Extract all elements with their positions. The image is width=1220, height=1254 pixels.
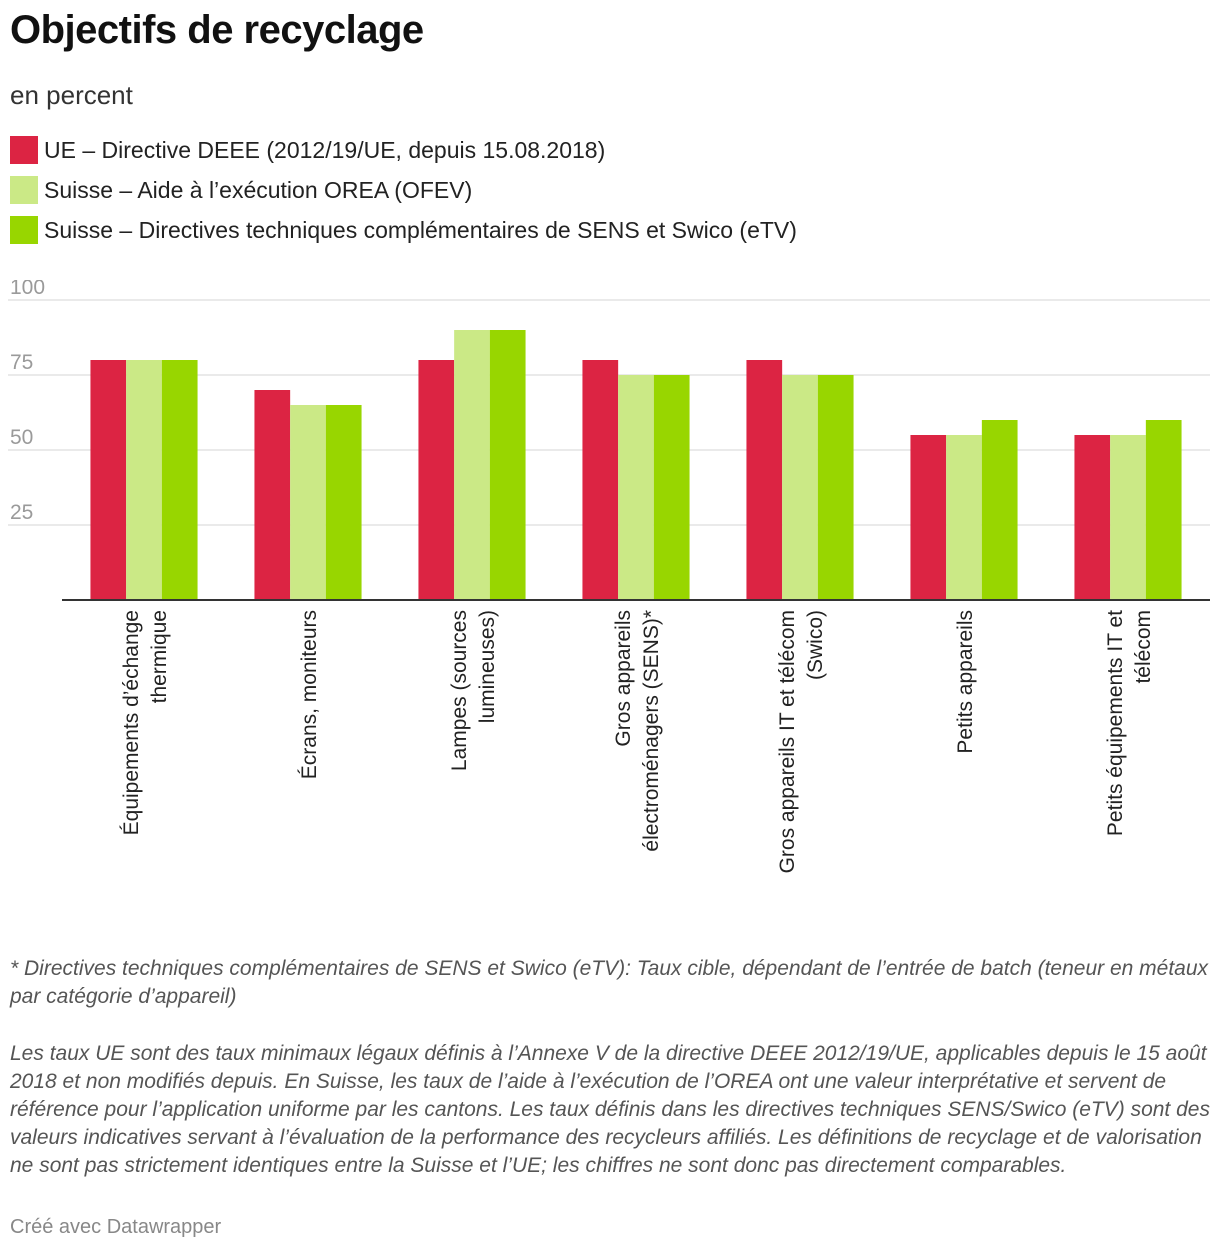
x-category-label: télécom [1132, 610, 1155, 684]
legend-item-etv: Suisse – Directives techniques complémen… [10, 215, 797, 245]
bar [489, 330, 526, 600]
bar [126, 360, 162, 600]
x-category-label: Lampes (sources [448, 610, 471, 771]
y-tick-label: 100 [10, 280, 45, 299]
legend-swatch-orea [10, 176, 38, 204]
credit-text: Créé avec Datawrapper [10, 1216, 222, 1238]
chart-subtitle: en percent [10, 80, 133, 110]
y-tick-label: 75 [10, 351, 33, 374]
bar [582, 360, 619, 600]
y-tick-label: 50 [10, 426, 33, 449]
bar [817, 375, 854, 600]
bar [254, 390, 291, 600]
x-category-label: électroménagers (SENS)* [640, 610, 663, 852]
bar [946, 435, 982, 600]
x-category-label: Équipements d’échange [120, 610, 143, 835]
bar [161, 360, 198, 600]
x-category-label: Petits équipements IT et [1104, 610, 1127, 836]
bar [90, 360, 127, 600]
legend-item-orea: Suisse – Aide à l’exécution OREA (OFEV) [10, 175, 472, 205]
chart-title: Objectifs de recyclage [10, 8, 424, 52]
legend-label-ue: UE – Directive DEEE (2012/19/UE, depuis … [44, 136, 606, 163]
legend-label-orea: Suisse – Aide à l’exécution OREA (OFEV) [44, 176, 473, 203]
footnote: * Directives techniques complémentaires … [10, 957, 1209, 1008]
y-tick-label: 25 [10, 501, 33, 524]
legend-label-etv: Suisse – Directives techniques complémen… [44, 216, 797, 243]
bar [454, 330, 490, 600]
bar [782, 375, 818, 600]
bar [1074, 435, 1111, 600]
x-category-label: Gros appareils [612, 610, 635, 747]
bar [325, 405, 362, 600]
bar [1110, 435, 1146, 600]
bar [910, 435, 947, 600]
bar [746, 360, 783, 600]
x-category-label: Écrans, moniteurs [298, 610, 321, 779]
x-category-label: Petits appareils [954, 610, 977, 754]
bar [418, 360, 455, 600]
bar [653, 375, 690, 600]
x-category-label: (Swico) [804, 610, 827, 680]
bar [290, 405, 326, 600]
bar [1145, 420, 1182, 600]
x-category-label: thermique [148, 610, 171, 703]
bar [981, 420, 1018, 600]
legend-item-ue: UE – Directive DEEE (2012/19/UE, depuis … [10, 135, 605, 165]
chart-description: Les taux UE sont des taux minimaux légau… [10, 1042, 1210, 1177]
bar [618, 375, 654, 600]
legend-swatch-ue [10, 136, 38, 164]
x-category-label: lumineuses) [476, 610, 499, 723]
legend-swatch-etv [10, 216, 38, 244]
bar-chart: 100 75 50 25 Équipements d’échange thermique É… [8, 280, 1210, 873]
x-category-label: Gros appareils IT et télécom [776, 610, 799, 873]
